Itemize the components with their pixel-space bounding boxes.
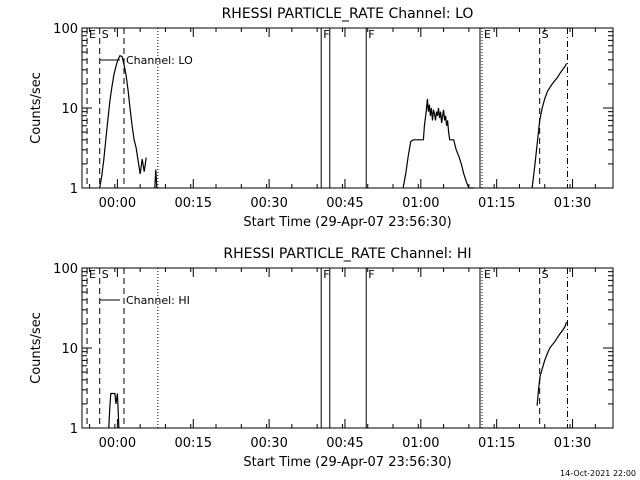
x-tick-label: 01:00: [402, 436, 439, 451]
chart-panel-2: RHESSI PARTICLE_RATE Channel: HI 1 10 100 00…: [29, 246, 614, 470]
y-tick-label: 1: [70, 422, 78, 437]
x-tick-label: 01:15: [478, 196, 515, 211]
y-axis-label: Counts/sec: [29, 312, 44, 384]
marker-label: F: [368, 28, 374, 41]
marker-label: F: [323, 268, 329, 281]
series-line: [99, 54, 147, 189]
y-axis-label: Counts/sec: [29, 72, 44, 144]
series-line: [531, 63, 568, 189]
series-line: [402, 98, 474, 189]
x-tick-label: 00:15: [175, 436, 212, 451]
series-line: [536, 322, 568, 406]
x-tick-label: 00:30: [250, 436, 287, 451]
chart-title: RHESSI PARTICLE_RATE Channel: LO: [222, 6, 474, 22]
legend-label: Channel: LO: [126, 54, 193, 67]
x-tick-label: 00:15: [175, 196, 212, 211]
marker-label: E: [89, 28, 96, 41]
y-tick-label: 10: [61, 342, 78, 357]
marker-label: S: [542, 28, 549, 41]
marker-label: S: [102, 28, 109, 41]
x-tick-label: 00:45: [326, 436, 363, 451]
footer-timestamp: 14-Oct-2021 22:00: [560, 469, 636, 478]
x-tick-label: 01:30: [554, 436, 591, 451]
x-axis-label: Start Time (29-Apr-07 23:56:30): [243, 455, 451, 470]
x-tick-label: 00:00: [99, 436, 136, 451]
marker-label: S: [102, 268, 109, 281]
x-tick-label: 00:00: [99, 196, 136, 211]
x-tick-label: 00:30: [250, 196, 287, 211]
x-tick-label: 01:00: [402, 196, 439, 211]
y-tick-label: 100: [53, 22, 78, 37]
chart-panel-1: RHESSI PARTICLE_RATE Channel: LO 1 10 100 00…: [29, 6, 614, 230]
series-line: [154, 169, 158, 189]
marker-label: F: [323, 28, 329, 41]
x-axis-label: Start Time (29-Apr-07 23:56:30): [243, 215, 451, 230]
plot-frame: [81, 27, 614, 189]
x-tick-label: 01:15: [478, 436, 515, 451]
plot-frame: [81, 267, 614, 429]
y-tick-label: 100: [53, 262, 78, 277]
marker-label: E: [484, 28, 491, 41]
marker-label: E: [89, 268, 96, 281]
marker-label: F: [368, 268, 374, 281]
marker-label: S: [542, 268, 549, 281]
x-tick-label: 01:30: [554, 196, 591, 211]
y-tick-label: 10: [61, 102, 78, 117]
x-tick-label: 00:45: [326, 196, 363, 211]
marker-label: E: [484, 268, 491, 281]
series-line: [108, 392, 120, 429]
chart-title: RHESSI PARTICLE_RATE Channel: HI: [223, 246, 471, 262]
y-tick-label: 1: [70, 182, 78, 197]
legend-label: Channel: HI: [126, 294, 190, 307]
